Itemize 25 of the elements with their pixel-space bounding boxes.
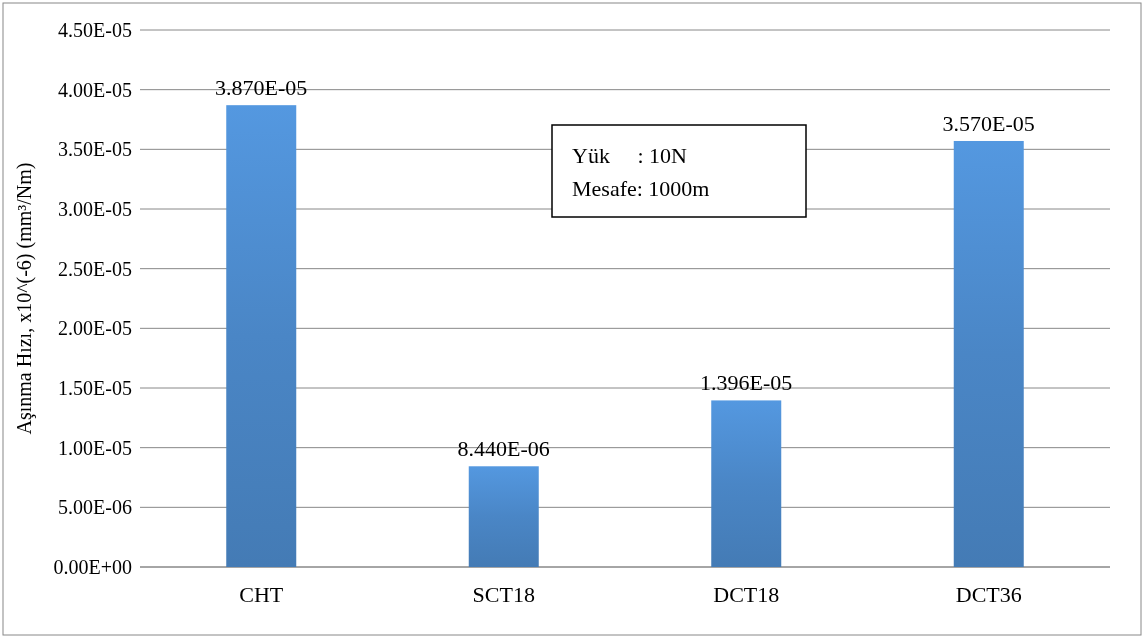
y-tick-label: 5.00E-06 <box>58 496 132 519</box>
x-tick-label: SCT18 <box>472 582 535 607</box>
data-label: 8.440E-06 <box>457 436 550 462</box>
y-tick-label: 3.50E-05 <box>58 138 132 161</box>
y-tick-label: 2.00E-05 <box>58 317 132 340</box>
bar <box>226 105 297 567</box>
y-tick-label: 3.00E-05 <box>58 198 132 220</box>
data-label: 3.870E-05 <box>215 75 308 101</box>
data-label: 3.570E-05 <box>942 110 1035 136</box>
data-label: 1.396E-05 <box>700 370 793 396</box>
x-tick-label: DCT18 <box>713 582 780 607</box>
y-tick-label: 0.00E+00 <box>53 556 132 578</box>
y-tick-label: 1.00E-05 <box>58 436 132 459</box>
bar <box>468 466 539 567</box>
annotation: Mesafe: 1000m <box>572 176 710 201</box>
x-tick-label: DCT36 <box>955 582 1022 607</box>
y-axis-title: Aşınma Hızı, x10^(-6) (mm³/Nm) <box>13 162 36 435</box>
y-tick-label: 4.00E-05 <box>58 78 132 101</box>
y-tick-label: 4.50E-05 <box>58 19 132 41</box>
annotation: Yük : 10N <box>572 143 687 168</box>
y-tick-label: 1.50E-05 <box>58 377 132 399</box>
x-tick-label: CHT <box>239 582 284 607</box>
bar <box>711 400 782 567</box>
bar <box>953 140 1024 567</box>
y-tick-label: 2.50E-05 <box>58 257 132 280</box>
